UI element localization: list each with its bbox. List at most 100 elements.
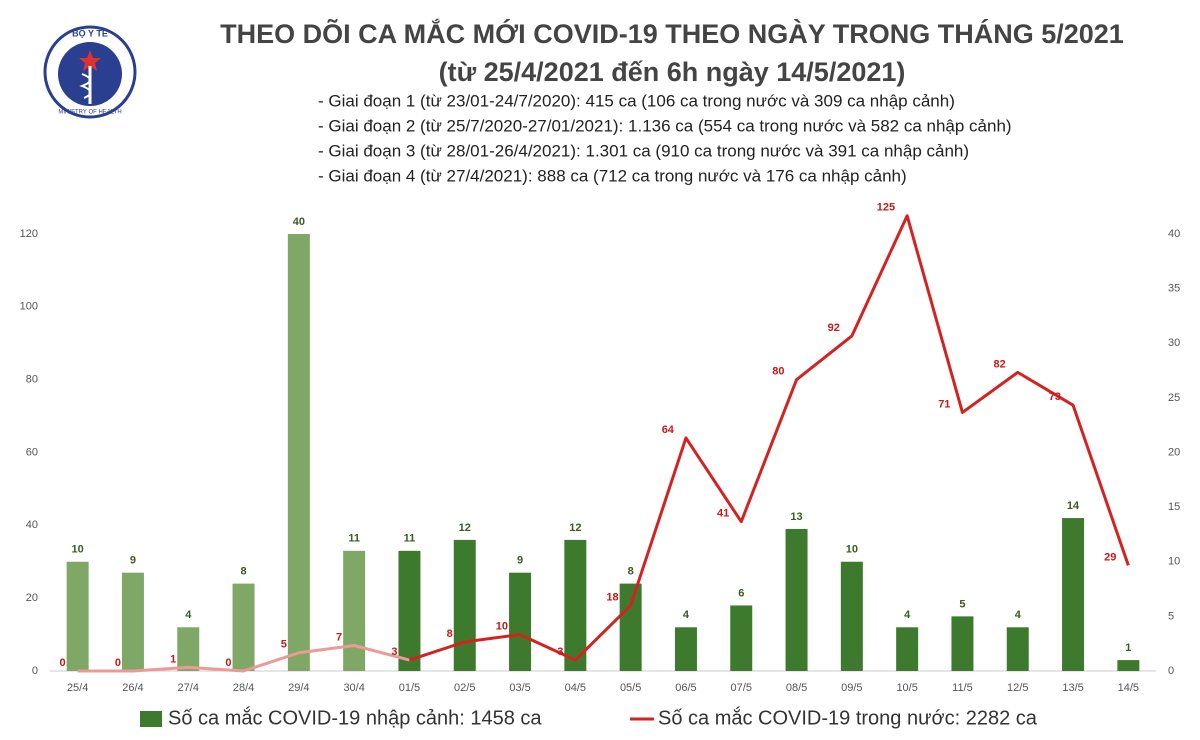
bar	[1062, 518, 1085, 671]
bar	[674, 627, 697, 671]
logo: BỘ Y TẾ MINISTRY OF HEALTH	[43, 25, 137, 119]
bar	[287, 234, 310, 671]
y-tick-label: 80	[26, 374, 38, 386]
bar	[730, 605, 753, 671]
x-tick-label: 07/5	[731, 682, 752, 694]
x-tick-label: 05/5	[620, 682, 641, 694]
bar	[1006, 627, 1029, 671]
line-label: 92	[828, 322, 840, 334]
y2-tick-label: 30	[1168, 337, 1180, 349]
line-label: 125	[877, 202, 895, 214]
bar-label: 9	[130, 555, 136, 567]
line-label: 0	[60, 657, 66, 669]
x-tick-label: 12/5	[1007, 682, 1028, 694]
chart-subtitle: (từ 25/4/2021 đến 6h ngày 14/5/2021)	[439, 57, 906, 87]
bar	[453, 539, 476, 671]
chart-title: THEO DÕI CA MẮC MỚI COVID-19 THEO NGÀY T…	[220, 18, 1124, 49]
line-label: 5	[281, 639, 287, 651]
line-label: 0	[115, 657, 121, 669]
bar-label: 12	[459, 522, 471, 534]
line-label: 8	[447, 628, 453, 640]
y2-tick-label: 20	[1168, 446, 1180, 458]
bar-label: 10	[846, 544, 858, 556]
line-label: 29	[1104, 551, 1116, 563]
y2-tick-label: 5	[1168, 610, 1174, 622]
note: - Giai đoạn 3 (từ 28/01-26/4/2021): 1.30…	[318, 141, 969, 160]
x-tick-label: 27/4	[178, 682, 199, 694]
x-tick-label: 03/5	[509, 682, 530, 694]
bar-label: 4	[185, 609, 192, 621]
bar	[785, 528, 808, 671]
line-label: 18	[606, 591, 618, 603]
bar-label: 1	[1125, 642, 1131, 654]
bar	[232, 583, 255, 671]
bar	[951, 616, 974, 671]
y2-tick-label: 0	[1168, 665, 1174, 677]
note: - Giai đoạn 1 (từ 23/01-24/7/2020): 415 …	[318, 91, 955, 110]
y-tick-label: 40	[26, 519, 38, 531]
bar-label: 9	[517, 555, 523, 567]
line-label: 3	[391, 646, 397, 658]
x-tick-label: 29/4	[288, 682, 309, 694]
y-tick-label: 120	[20, 228, 38, 240]
line-label: 41	[717, 508, 729, 520]
bar	[1117, 660, 1140, 671]
x-tick-label: 30/4	[343, 682, 364, 694]
line-label: 0	[225, 657, 231, 669]
bar-label: 11	[404, 533, 416, 545]
bar-label: 14	[1067, 500, 1080, 512]
bar	[398, 550, 421, 671]
x-tick-label: 04/5	[565, 682, 586, 694]
line	[77, 644, 410, 673]
bar	[66, 561, 89, 671]
bar-label: 4	[683, 609, 690, 621]
bar-label: 8	[628, 566, 634, 578]
y2-tick-label: 35	[1168, 283, 1180, 295]
legend-label: Số ca mắc COVID-19 nhập cảnh: 1458 ca	[168, 706, 542, 729]
legend-label: Số ca mắc COVID-19 trong nước: 2282 ca	[658, 706, 1038, 729]
y-tick-label: 0	[32, 665, 38, 677]
note: - Giai đoạn 2 (từ 25/7/2020-27/01/2021):…	[318, 116, 1012, 135]
bar	[619, 583, 642, 671]
bar	[121, 572, 144, 671]
y2-tick-label: 40	[1168, 228, 1180, 240]
y-tick-label: 60	[26, 446, 38, 458]
bar-label: 10	[72, 544, 84, 556]
x-tick-label: 08/5	[786, 682, 807, 694]
x-tick-label: 28/4	[233, 682, 254, 694]
note: - Giai đoạn 4 (từ 27/4/2021): 888 ca (71…	[318, 166, 907, 185]
bar-label: 12	[569, 522, 581, 534]
y-tick-label: 20	[26, 592, 38, 604]
logo-star	[79, 50, 101, 71]
x-tick-label: 25/4	[67, 682, 88, 694]
x-tick-label: 09/5	[841, 682, 862, 694]
line-label: 7	[336, 631, 342, 643]
line	[408, 214, 1130, 662]
bar-label: 4	[904, 609, 911, 621]
bar	[343, 550, 366, 671]
line-label: 80	[772, 366, 784, 378]
bar-label: 5	[959, 598, 965, 610]
y2-tick-label: 15	[1168, 501, 1180, 513]
bar	[896, 627, 919, 671]
bar-label: 8	[240, 566, 246, 578]
legend-swatch	[140, 711, 162, 727]
x-tick-label: 14/5	[1118, 682, 1139, 694]
bar	[840, 561, 863, 671]
bar	[509, 572, 532, 671]
bar-label: 6	[738, 587, 744, 599]
x-tick-label: 02/5	[454, 682, 475, 694]
logo-top: BỘ Y TẾ	[72, 27, 108, 38]
bar	[564, 539, 587, 671]
line-label: 64	[662, 424, 675, 436]
x-tick-label: 26/4	[122, 682, 143, 694]
bar-label: 11	[348, 533, 360, 545]
bar	[177, 627, 200, 671]
x-tick-label: 11/5	[952, 682, 973, 694]
bar-label: 13	[790, 511, 802, 523]
bar-label: 40	[293, 216, 305, 228]
bar-label: 4	[1015, 609, 1022, 621]
line-label: 3	[557, 646, 563, 658]
